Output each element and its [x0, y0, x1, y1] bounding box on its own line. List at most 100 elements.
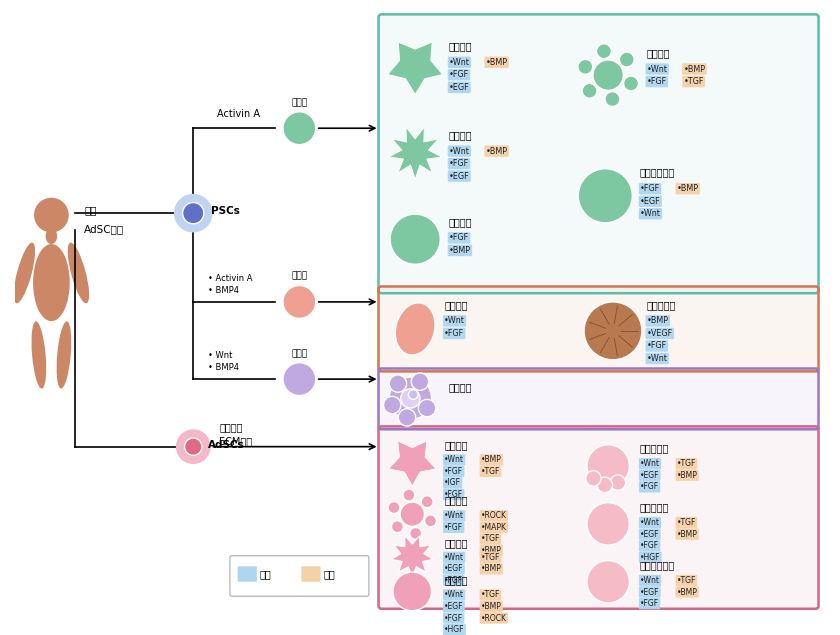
- Circle shape: [384, 396, 401, 413]
- Text: •FGF: •FGF: [444, 613, 463, 622]
- Circle shape: [185, 438, 202, 455]
- Ellipse shape: [56, 321, 71, 389]
- Text: 外胚层: 外胚层: [291, 349, 307, 358]
- Text: •TGF: •TGF: [677, 576, 696, 585]
- Circle shape: [587, 503, 629, 545]
- Text: 子宫类器官: 子宫类器官: [640, 503, 669, 512]
- Text: • BMP4: • BMP4: [207, 363, 239, 372]
- FancyBboxPatch shape: [302, 566, 321, 582]
- Circle shape: [401, 389, 420, 408]
- Circle shape: [593, 60, 623, 90]
- Text: •BMP: •BMP: [677, 184, 699, 193]
- Text: •Wnt: •Wnt: [640, 518, 660, 527]
- Text: •FGF: •FGF: [444, 490, 463, 499]
- Text: •FGF: •FGF: [449, 159, 469, 168]
- Text: •VEGF: •VEGF: [647, 329, 673, 338]
- Text: •TGF: •TGF: [480, 467, 500, 476]
- Text: •FGF: •FGF: [647, 77, 667, 86]
- Text: •BMP: •BMP: [480, 455, 501, 464]
- Circle shape: [398, 409, 416, 426]
- Text: •Wnt: •Wnt: [444, 455, 465, 464]
- Text: •BMP: •BMP: [486, 147, 507, 156]
- Text: •FGF: •FGF: [647, 342, 667, 351]
- Text: 肝类器官: 肝类器官: [444, 575, 468, 585]
- Circle shape: [585, 471, 601, 486]
- Circle shape: [418, 399, 436, 417]
- Text: •FGF: •FGF: [640, 184, 660, 193]
- Text: • BMP4: • BMP4: [207, 286, 239, 295]
- Text: •EGF: •EGF: [640, 197, 660, 206]
- Circle shape: [34, 197, 69, 232]
- Text: •IGF: •IGF: [444, 479, 461, 488]
- FancyBboxPatch shape: [379, 368, 818, 429]
- Circle shape: [597, 478, 612, 493]
- Text: 肺类器官: 肺类器官: [647, 48, 670, 58]
- Text: •FGF: •FGF: [444, 467, 463, 476]
- Text: •FGF: •FGF: [444, 576, 463, 585]
- Text: •Wnt: •Wnt: [444, 591, 465, 599]
- Circle shape: [582, 83, 597, 98]
- Circle shape: [283, 286, 316, 318]
- Text: •TGF: •TGF: [480, 591, 500, 599]
- Circle shape: [410, 528, 422, 539]
- Circle shape: [390, 214, 440, 264]
- Text: •FGF: •FGF: [640, 599, 659, 608]
- Text: •HGF: •HGF: [640, 553, 660, 562]
- Text: 前列腺类器官: 前列腺类器官: [640, 561, 675, 570]
- Text: •TGF: •TGF: [677, 518, 696, 527]
- Circle shape: [389, 375, 407, 392]
- Text: •Wnt: •Wnt: [444, 316, 465, 325]
- Circle shape: [393, 572, 432, 611]
- Circle shape: [388, 502, 400, 514]
- FancyBboxPatch shape: [238, 566, 257, 582]
- Text: •Wnt: •Wnt: [640, 576, 660, 585]
- Text: •FGF: •FGF: [444, 523, 463, 532]
- Circle shape: [174, 194, 213, 232]
- Circle shape: [619, 52, 634, 67]
- Text: •BMP: •BMP: [480, 546, 501, 555]
- Circle shape: [283, 363, 316, 396]
- Text: •FGF: •FGF: [640, 541, 659, 550]
- Circle shape: [623, 76, 638, 91]
- Text: 中胚层: 中胚层: [291, 272, 307, 281]
- FancyBboxPatch shape: [230, 556, 369, 596]
- Ellipse shape: [68, 243, 89, 304]
- Text: •TGF: •TGF: [480, 535, 500, 544]
- Text: •Wnt: •Wnt: [444, 511, 465, 520]
- Circle shape: [176, 429, 211, 464]
- Text: 肝类器官: 肝类器官: [449, 217, 472, 227]
- Circle shape: [400, 502, 424, 526]
- Text: 脑类器官: 脑类器官: [449, 382, 472, 392]
- Polygon shape: [391, 536, 433, 577]
- Text: •FGF: •FGF: [640, 483, 659, 491]
- Circle shape: [412, 373, 428, 391]
- Text: 编程: 编程: [84, 205, 97, 215]
- Polygon shape: [388, 441, 436, 486]
- Circle shape: [391, 521, 403, 533]
- Text: •Wnt: •Wnt: [449, 147, 470, 156]
- Text: 血管类器官: 血管类器官: [647, 300, 676, 310]
- Circle shape: [578, 60, 593, 74]
- Text: •BMP: •BMP: [486, 58, 507, 67]
- Ellipse shape: [13, 243, 35, 304]
- Circle shape: [610, 475, 626, 490]
- Text: 甲状腺类器官: 甲状腺类器官: [640, 167, 675, 177]
- Text: 胰腺类器官: 胰腺类器官: [640, 443, 669, 453]
- Circle shape: [403, 489, 415, 501]
- Text: •BMP: •BMP: [480, 602, 501, 611]
- Text: 抑制: 抑制: [323, 569, 335, 579]
- FancyBboxPatch shape: [379, 426, 818, 609]
- Text: •BMP: •BMP: [677, 471, 697, 480]
- Text: •BMP: •BMP: [677, 587, 697, 596]
- Text: •TGF: •TGF: [480, 553, 500, 562]
- Circle shape: [578, 169, 633, 223]
- Text: •EGF: •EGF: [444, 565, 464, 573]
- Text: •BMP: •BMP: [449, 246, 471, 255]
- Text: •Wnt: •Wnt: [444, 553, 465, 562]
- Text: •EGF: •EGF: [640, 471, 659, 480]
- FancyBboxPatch shape: [379, 286, 818, 371]
- Circle shape: [182, 203, 204, 224]
- Circle shape: [421, 496, 433, 507]
- Text: •BMP: •BMP: [677, 530, 697, 538]
- Text: •TGF: •TGF: [677, 459, 696, 468]
